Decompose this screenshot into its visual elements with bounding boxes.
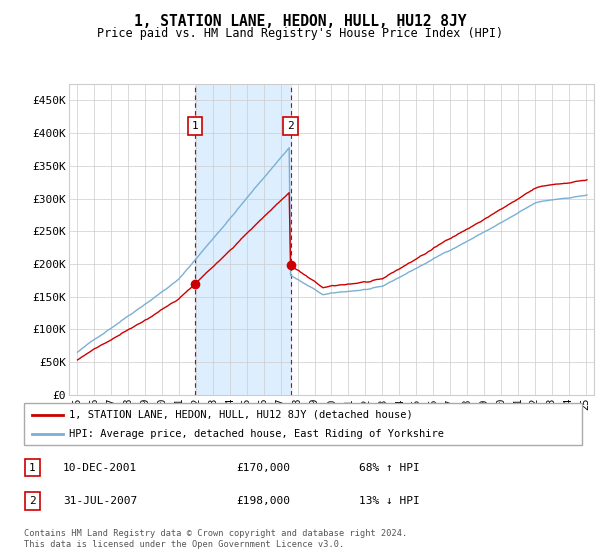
FancyBboxPatch shape — [24, 403, 582, 445]
Text: 1, STATION LANE, HEDON, HULL, HU12 8JY: 1, STATION LANE, HEDON, HULL, HU12 8JY — [134, 14, 466, 29]
Text: 2: 2 — [29, 496, 36, 506]
Text: 1, STATION LANE, HEDON, HULL, HU12 8JY (detached house): 1, STATION LANE, HEDON, HULL, HU12 8JY (… — [68, 409, 412, 419]
Text: Contains HM Land Registry data © Crown copyright and database right 2024.
This d: Contains HM Land Registry data © Crown c… — [24, 529, 407, 549]
Text: HPI: Average price, detached house, East Riding of Yorkshire: HPI: Average price, detached house, East… — [68, 429, 443, 439]
Text: 68% ↑ HPI: 68% ↑ HPI — [359, 463, 419, 473]
Text: 10-DEC-2001: 10-DEC-2001 — [63, 463, 137, 473]
Text: 13% ↓ HPI: 13% ↓ HPI — [359, 496, 419, 506]
Text: 31-JUL-2007: 31-JUL-2007 — [63, 496, 137, 506]
Text: £198,000: £198,000 — [236, 496, 290, 506]
Text: 1: 1 — [192, 121, 199, 131]
Bar — [195, 84, 290, 395]
Text: £170,000: £170,000 — [236, 463, 290, 473]
Text: 2: 2 — [287, 121, 294, 131]
Text: Price paid vs. HM Land Registry's House Price Index (HPI): Price paid vs. HM Land Registry's House … — [97, 27, 503, 40]
Text: 1: 1 — [29, 463, 36, 473]
